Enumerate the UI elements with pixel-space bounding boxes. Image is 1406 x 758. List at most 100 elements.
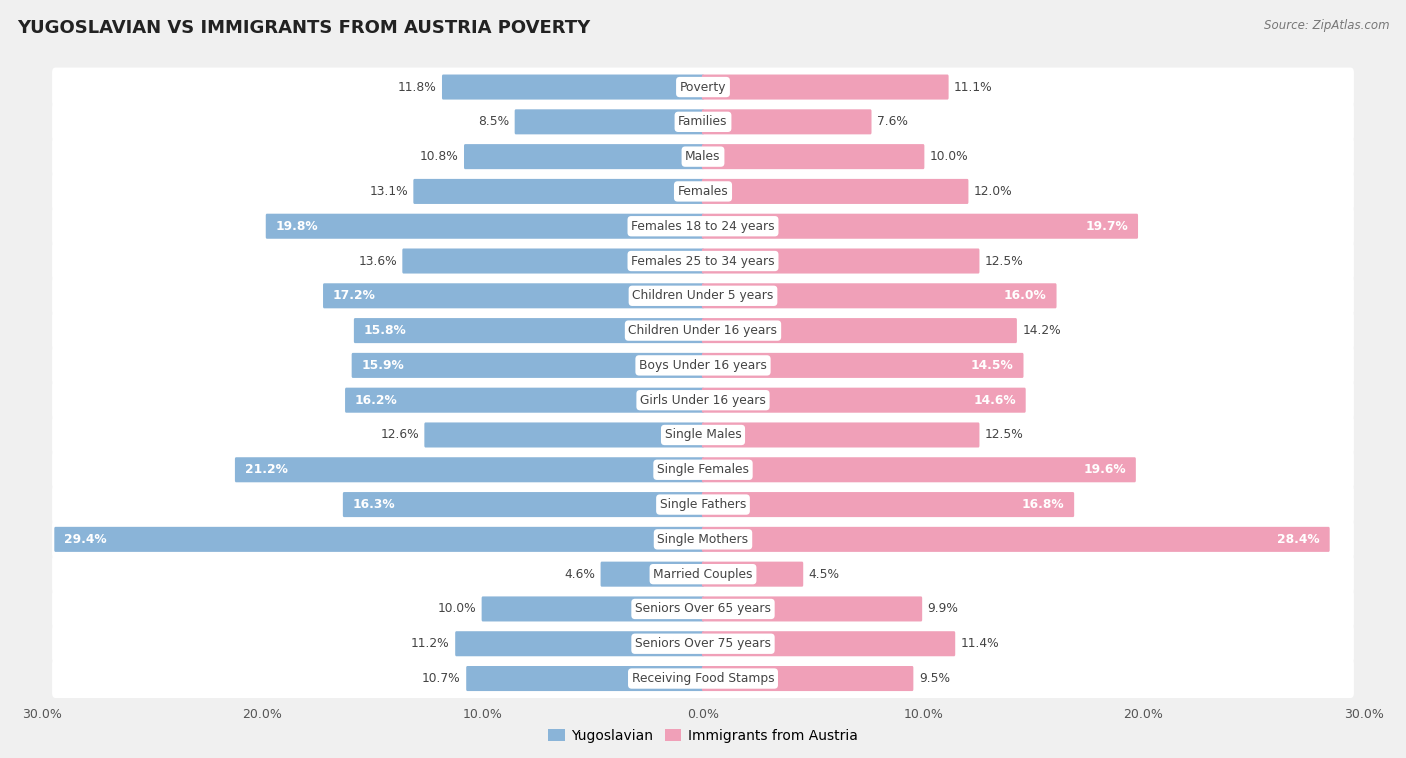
Text: Single Fathers: Single Fathers: [659, 498, 747, 511]
Text: 19.7%: 19.7%: [1085, 220, 1128, 233]
FancyBboxPatch shape: [52, 346, 1354, 385]
Text: 4.5%: 4.5%: [808, 568, 839, 581]
Text: 19.6%: 19.6%: [1083, 463, 1126, 476]
Text: 11.1%: 11.1%: [955, 80, 993, 93]
FancyBboxPatch shape: [55, 527, 704, 552]
FancyBboxPatch shape: [52, 172, 1354, 211]
Text: 14.2%: 14.2%: [1022, 324, 1062, 337]
Text: 29.4%: 29.4%: [65, 533, 107, 546]
FancyBboxPatch shape: [52, 415, 1354, 455]
Text: 13.6%: 13.6%: [359, 255, 396, 268]
Text: Seniors Over 65 years: Seniors Over 65 years: [636, 603, 770, 615]
Text: Males: Males: [685, 150, 721, 163]
FancyBboxPatch shape: [343, 492, 704, 517]
FancyBboxPatch shape: [266, 214, 704, 239]
Text: Receiving Food Stamps: Receiving Food Stamps: [631, 672, 775, 685]
Text: 11.2%: 11.2%: [411, 637, 450, 650]
Text: Females: Females: [678, 185, 728, 198]
Text: 10.0%: 10.0%: [437, 603, 477, 615]
FancyBboxPatch shape: [702, 179, 969, 204]
FancyBboxPatch shape: [702, 283, 1056, 309]
FancyBboxPatch shape: [600, 562, 704, 587]
FancyBboxPatch shape: [702, 74, 949, 99]
Text: 17.2%: 17.2%: [333, 290, 375, 302]
FancyBboxPatch shape: [702, 597, 922, 622]
Legend: Yugoslavian, Immigrants from Austria: Yugoslavian, Immigrants from Austria: [543, 723, 863, 748]
Text: 4.6%: 4.6%: [564, 568, 595, 581]
FancyBboxPatch shape: [702, 353, 1024, 378]
Text: Married Couples: Married Couples: [654, 568, 752, 581]
FancyBboxPatch shape: [323, 283, 704, 309]
Text: 10.7%: 10.7%: [422, 672, 461, 685]
FancyBboxPatch shape: [52, 625, 1354, 663]
Text: YUGOSLAVIAN VS IMMIGRANTS FROM AUSTRIA POVERTY: YUGOSLAVIAN VS IMMIGRANTS FROM AUSTRIA P…: [17, 19, 591, 37]
Text: Families: Families: [678, 115, 728, 128]
Text: 15.9%: 15.9%: [361, 359, 405, 372]
Text: 9.9%: 9.9%: [928, 603, 959, 615]
FancyBboxPatch shape: [702, 631, 955, 656]
FancyBboxPatch shape: [482, 597, 704, 622]
Text: 16.3%: 16.3%: [353, 498, 395, 511]
Text: 10.0%: 10.0%: [929, 150, 969, 163]
Text: 28.4%: 28.4%: [1277, 533, 1320, 546]
FancyBboxPatch shape: [702, 492, 1074, 517]
FancyBboxPatch shape: [702, 109, 872, 134]
FancyBboxPatch shape: [344, 387, 704, 412]
Text: 16.2%: 16.2%: [354, 393, 398, 407]
FancyBboxPatch shape: [52, 207, 1354, 246]
FancyBboxPatch shape: [402, 249, 704, 274]
Text: Children Under 16 years: Children Under 16 years: [628, 324, 778, 337]
FancyBboxPatch shape: [52, 242, 1354, 280]
Text: Children Under 5 years: Children Under 5 years: [633, 290, 773, 302]
Text: Source: ZipAtlas.com: Source: ZipAtlas.com: [1264, 19, 1389, 32]
FancyBboxPatch shape: [52, 311, 1354, 350]
FancyBboxPatch shape: [702, 422, 980, 447]
FancyBboxPatch shape: [702, 144, 924, 169]
Text: 15.8%: 15.8%: [364, 324, 406, 337]
FancyBboxPatch shape: [702, 318, 1017, 343]
FancyBboxPatch shape: [52, 659, 1354, 698]
Text: 14.6%: 14.6%: [973, 393, 1015, 407]
Text: 11.4%: 11.4%: [960, 637, 1000, 650]
Text: 11.8%: 11.8%: [398, 80, 436, 93]
Text: 12.5%: 12.5%: [986, 428, 1024, 441]
FancyBboxPatch shape: [352, 353, 704, 378]
FancyBboxPatch shape: [52, 485, 1354, 524]
FancyBboxPatch shape: [702, 562, 803, 587]
FancyBboxPatch shape: [52, 555, 1354, 594]
FancyBboxPatch shape: [515, 109, 704, 134]
Text: Females 18 to 24 years: Females 18 to 24 years: [631, 220, 775, 233]
Text: 21.2%: 21.2%: [245, 463, 288, 476]
Text: Single Males: Single Males: [665, 428, 741, 441]
FancyBboxPatch shape: [52, 277, 1354, 315]
Text: 12.0%: 12.0%: [974, 185, 1012, 198]
FancyBboxPatch shape: [702, 249, 980, 274]
FancyBboxPatch shape: [702, 214, 1137, 239]
Text: 12.6%: 12.6%: [380, 428, 419, 441]
Text: Single Mothers: Single Mothers: [658, 533, 748, 546]
FancyBboxPatch shape: [52, 67, 1354, 107]
Text: Seniors Over 75 years: Seniors Over 75 years: [636, 637, 770, 650]
FancyBboxPatch shape: [413, 179, 704, 204]
FancyBboxPatch shape: [425, 422, 704, 447]
FancyBboxPatch shape: [52, 520, 1354, 559]
FancyBboxPatch shape: [702, 666, 914, 691]
Text: 14.5%: 14.5%: [970, 359, 1014, 372]
Text: Females 25 to 34 years: Females 25 to 34 years: [631, 255, 775, 268]
FancyBboxPatch shape: [354, 318, 704, 343]
Text: 7.6%: 7.6%: [877, 115, 908, 128]
FancyBboxPatch shape: [441, 74, 704, 99]
Text: Poverty: Poverty: [679, 80, 727, 93]
FancyBboxPatch shape: [235, 457, 704, 482]
FancyBboxPatch shape: [52, 450, 1354, 489]
FancyBboxPatch shape: [52, 381, 1354, 420]
Text: 16.0%: 16.0%: [1004, 290, 1046, 302]
Text: 13.1%: 13.1%: [370, 185, 408, 198]
Text: 10.8%: 10.8%: [420, 150, 458, 163]
FancyBboxPatch shape: [464, 144, 704, 169]
FancyBboxPatch shape: [52, 137, 1354, 176]
Text: 9.5%: 9.5%: [920, 672, 950, 685]
Text: 12.5%: 12.5%: [986, 255, 1024, 268]
Text: 8.5%: 8.5%: [478, 115, 509, 128]
Text: 19.8%: 19.8%: [276, 220, 318, 233]
